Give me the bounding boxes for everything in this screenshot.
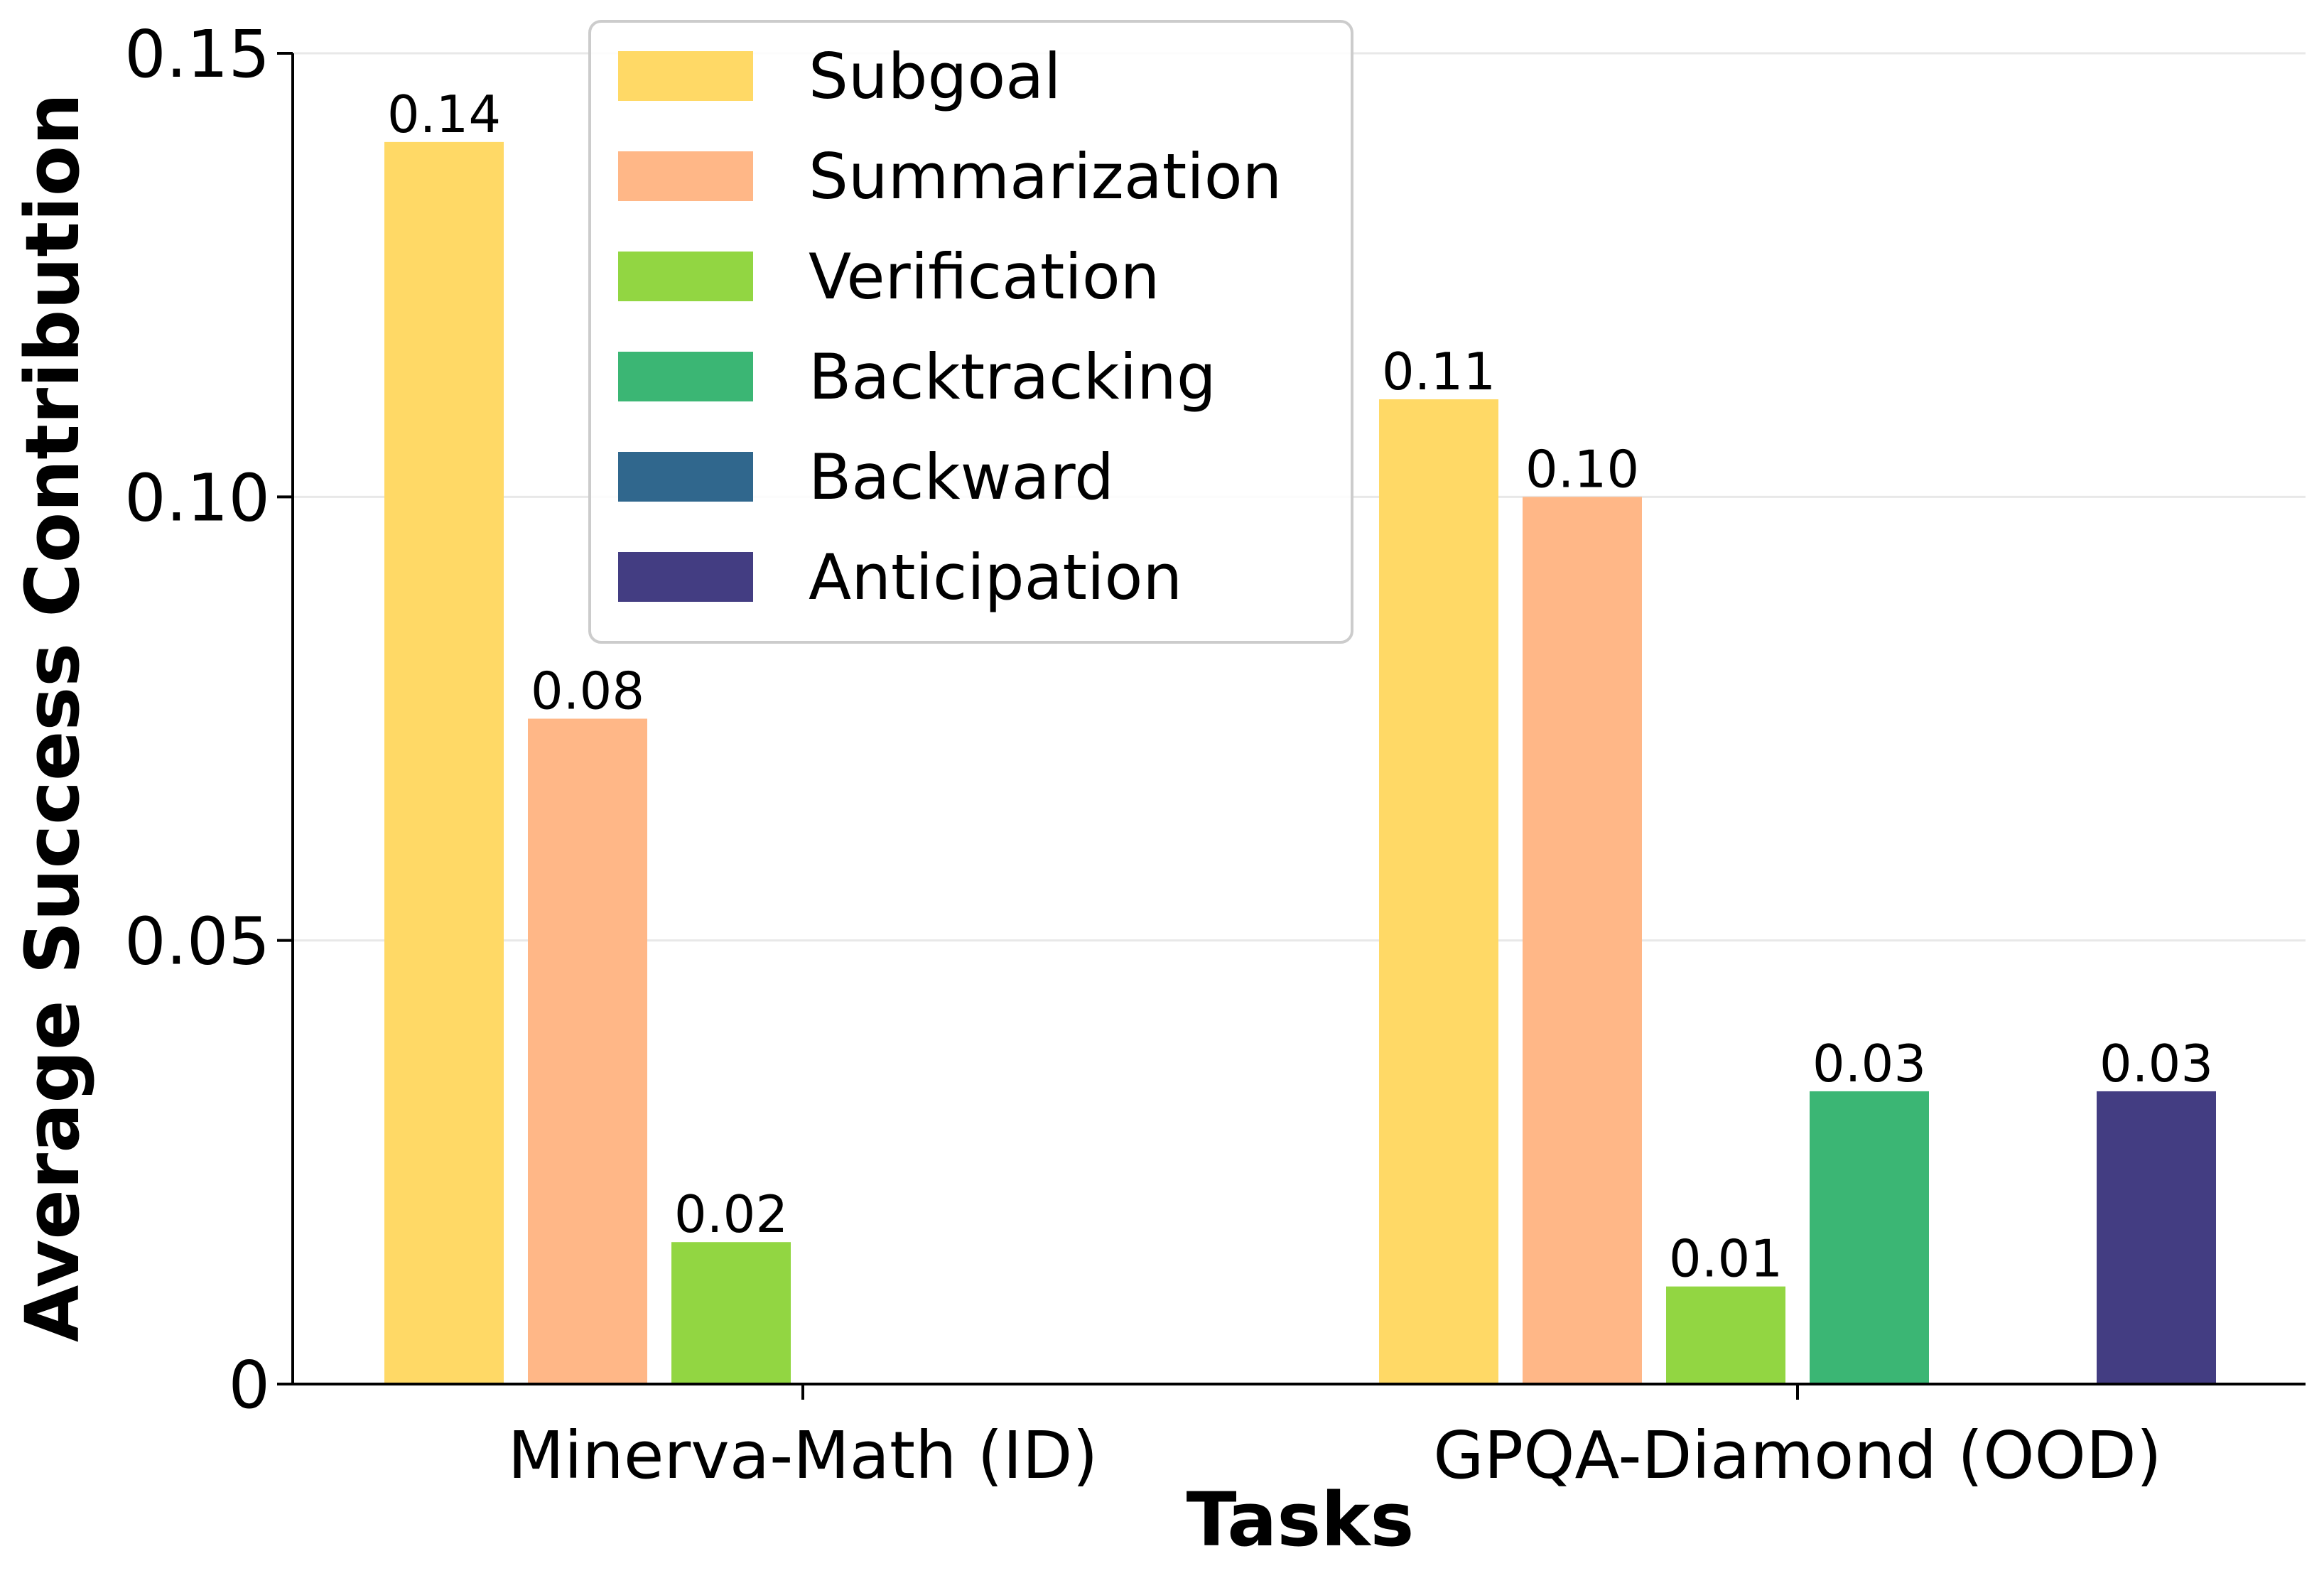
bar-subgoal bbox=[384, 141, 504, 1384]
bar-backtracking bbox=[1810, 1091, 1929, 1384]
legend-label: Summarization bbox=[809, 140, 1282, 213]
legend-swatch-subgoal bbox=[618, 51, 753, 101]
legend-swatch-backward bbox=[618, 452, 753, 502]
bars bbox=[384, 141, 2216, 1385]
legend-label: Backtracking bbox=[809, 340, 1216, 414]
data-labels: 0.14 0.08 0.02 0.11 0.10 0.01 0.03 0.03 bbox=[387, 85, 2213, 1289]
bar-value-label: 0.02 bbox=[674, 1184, 788, 1244]
legend-label: Anticipation bbox=[809, 541, 1182, 614]
y-axis-title: Average Success Contribution bbox=[9, 93, 96, 1342]
x-tick-label: Minerva-Math (ID) bbox=[508, 1417, 1098, 1493]
legend-swatch-verification bbox=[618, 252, 753, 301]
bar-value-label: 0.01 bbox=[1669, 1229, 1783, 1289]
legend-label: Verification bbox=[809, 240, 1160, 313]
legend-label: Backward bbox=[809, 441, 1114, 514]
y-tick-label: 0.15 bbox=[124, 16, 270, 92]
y-tick-label: 0 bbox=[228, 1347, 270, 1423]
x-tick-label: GPQA-Diamond (OOD) bbox=[1433, 1417, 2161, 1493]
bar-summarization bbox=[528, 718, 647, 1384]
bar-summarization bbox=[1523, 497, 1642, 1385]
legend-frame bbox=[588, 20, 1353, 644]
bar-value-label: 0.14 bbox=[387, 85, 501, 144]
axes: 0 0.05 0.10 0.15 Minerva-Math (ID) GPQA-Diamo… bbox=[124, 16, 2306, 1493]
bar-value-label: 0.03 bbox=[2099, 1034, 2213, 1093]
legend-swatch-summarization bbox=[618, 151, 753, 201]
bar-value-label: 0.08 bbox=[531, 661, 644, 721]
bar-anticipation bbox=[2097, 1091, 2216, 1384]
y-tick-label: 0.10 bbox=[124, 460, 270, 536]
x-axis-title: Tasks bbox=[1187, 1476, 1415, 1563]
bar-value-label: 0.10 bbox=[1525, 439, 1639, 499]
legend-swatch-backtracking bbox=[618, 352, 753, 401]
bar-subgoal bbox=[1379, 399, 1498, 1384]
y-tick-label: 0.05 bbox=[124, 904, 270, 980]
bar-verification bbox=[671, 1242, 791, 1384]
legend: Subgoal Summarization Verification Backtrac… bbox=[588, 20, 1353, 644]
legend-swatch-anticipation bbox=[618, 552, 753, 602]
legend-label: Subgoal bbox=[809, 40, 1061, 113]
bar-value-label: 0.11 bbox=[1382, 342, 1496, 401]
bar-value-label: 0.03 bbox=[1812, 1034, 1926, 1093]
bar-verification bbox=[1666, 1286, 1785, 1384]
